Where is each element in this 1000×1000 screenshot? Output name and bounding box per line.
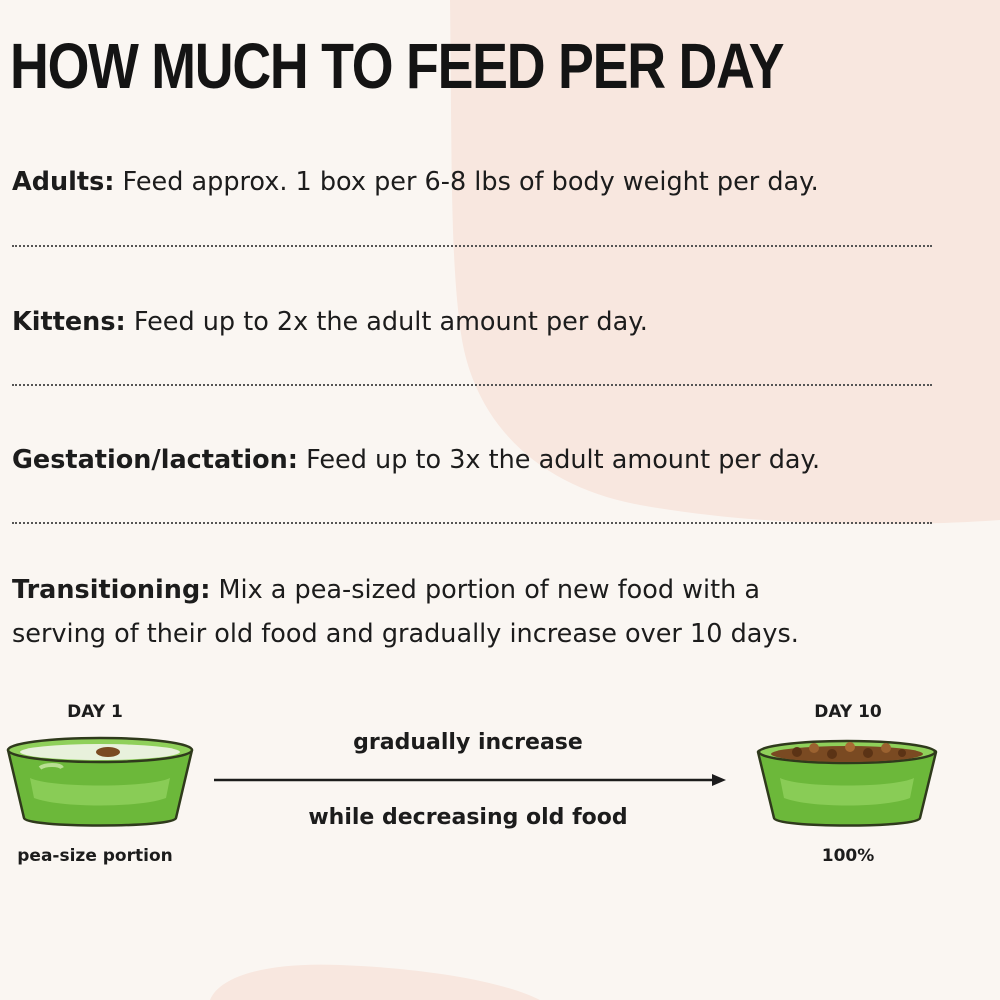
- transitioning-info: Transitioning: Mix a pea-sized portion o…: [12, 568, 799, 656]
- arrow-top-text: gradually increase: [353, 730, 583, 755]
- adults-label: Adults:: [12, 167, 115, 197]
- food-bowl-icon: [756, 739, 938, 827]
- kittens-label: Kittens:: [12, 307, 126, 337]
- dotted-divider: [12, 245, 932, 247]
- day-1-caption: pea-size portion: [17, 846, 173, 866]
- dotted-divider: [12, 384, 932, 386]
- gestation-info: Gestation/lactation: Feed up to 3x the a…: [12, 438, 820, 482]
- transitioning-text-line1: Mix a pea-sized portion of new food with…: [210, 575, 761, 605]
- food-bowl-icon: [6, 736, 194, 827]
- adults-text: Feed approx. 1 box per 6-8 lbs of body w…: [114, 167, 819, 197]
- adults-info: Adults: Feed approx. 1 box per 6-8 lbs o…: [12, 160, 819, 204]
- kittens-text: Feed up to 2x the adult amount per day.: [125, 307, 648, 337]
- day-1-label: DAY 1: [67, 702, 123, 722]
- arrow-bottom-text: while decreasing old food: [308, 805, 628, 830]
- gestation-text: Feed up to 3x the adult amount per day.: [297, 445, 821, 475]
- transitioning-label: Transitioning:: [12, 575, 211, 605]
- dotted-divider: [12, 522, 932, 524]
- page-title: HOW MUCH TO FEED PER DAY: [10, 30, 785, 102]
- gestation-label: Gestation/lactation:: [12, 445, 298, 475]
- transitioning-text-line2: serving of their old food and gradually …: [12, 619, 799, 649]
- day-10-label: DAY 10: [814, 702, 882, 722]
- arrow-right-icon: [214, 774, 726, 786]
- day-10-caption: 100%: [821, 846, 875, 866]
- kittens-info: Kittens: Feed up to 2x the adult amount …: [12, 300, 648, 344]
